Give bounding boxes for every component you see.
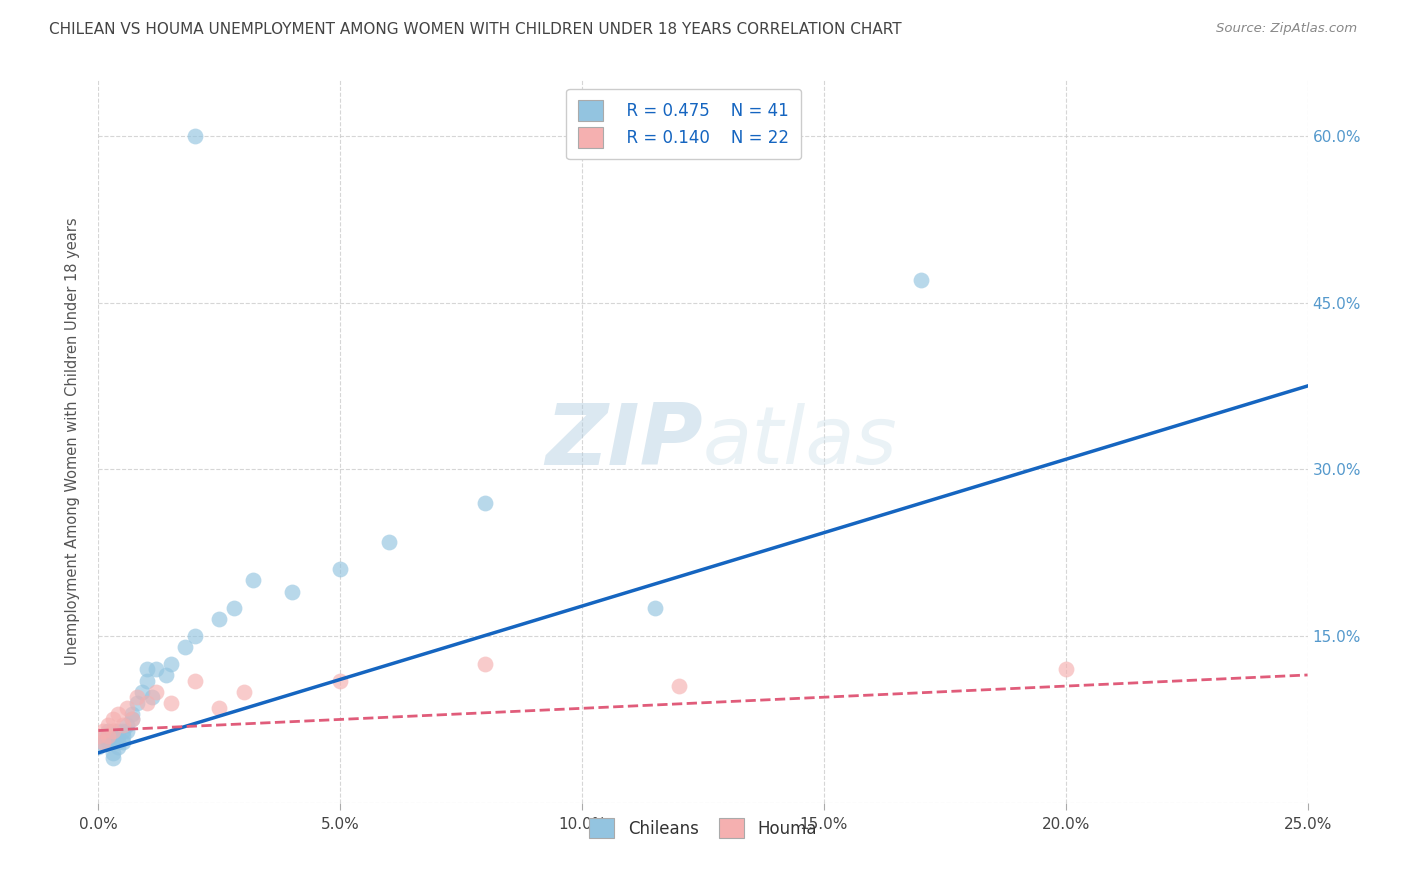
- Point: [232, 684, 254, 698]
- Point: [174, 640, 197, 655]
- Point: [910, 273, 932, 287]
- Point: [111, 723, 134, 738]
- Point: [145, 662, 167, 676]
- Point: [329, 673, 352, 688]
- Point: [97, 718, 120, 732]
- Point: [97, 734, 120, 748]
- Point: [111, 718, 134, 732]
- Point: [111, 729, 134, 743]
- Point: [91, 734, 114, 748]
- Point: [160, 696, 183, 710]
- Point: [107, 740, 129, 755]
- Point: [101, 729, 124, 743]
- Point: [97, 723, 120, 738]
- Point: [127, 696, 149, 710]
- Point: [97, 729, 120, 743]
- Point: [101, 723, 124, 738]
- Point: [141, 690, 163, 705]
- Point: [87, 740, 110, 755]
- Point: [101, 734, 124, 748]
- Point: [184, 128, 207, 143]
- Point: [101, 751, 124, 765]
- Point: [329, 562, 352, 576]
- Point: [1054, 662, 1077, 676]
- Point: [97, 729, 120, 743]
- Point: [184, 629, 207, 643]
- Point: [135, 662, 157, 676]
- Point: [160, 657, 183, 671]
- Point: [91, 723, 114, 738]
- Y-axis label: Unemployment Among Women with Children Under 18 years: Unemployment Among Women with Children U…: [65, 218, 80, 665]
- Point: [117, 723, 139, 738]
- Point: [87, 729, 110, 743]
- Point: [222, 601, 245, 615]
- Point: [145, 684, 167, 698]
- Point: [121, 713, 143, 727]
- Point: [377, 534, 399, 549]
- Point: [127, 690, 149, 705]
- Point: [242, 574, 264, 588]
- Text: atlas: atlas: [703, 402, 898, 481]
- Point: [184, 673, 207, 688]
- Point: [135, 696, 157, 710]
- Text: Source: ZipAtlas.com: Source: ZipAtlas.com: [1216, 22, 1357, 36]
- Point: [155, 668, 177, 682]
- Point: [474, 657, 496, 671]
- Point: [131, 684, 153, 698]
- Legend: Chileans, Houma: Chileans, Houma: [583, 812, 823, 845]
- Point: [644, 601, 666, 615]
- Point: [91, 734, 114, 748]
- Point: [117, 718, 139, 732]
- Point: [668, 679, 690, 693]
- Point: [117, 701, 139, 715]
- Point: [208, 612, 231, 626]
- Point: [101, 713, 124, 727]
- Point: [208, 701, 231, 715]
- Point: [121, 713, 143, 727]
- Point: [107, 729, 129, 743]
- Point: [111, 734, 134, 748]
- Text: CHILEAN VS HOUMA UNEMPLOYMENT AMONG WOMEN WITH CHILDREN UNDER 18 YEARS CORRELATI: CHILEAN VS HOUMA UNEMPLOYMENT AMONG WOME…: [49, 22, 901, 37]
- Point: [135, 673, 157, 688]
- Point: [107, 723, 129, 738]
- Point: [101, 746, 124, 760]
- Point: [121, 706, 143, 721]
- Point: [474, 496, 496, 510]
- Point: [107, 734, 129, 748]
- Point: [91, 729, 114, 743]
- Text: ZIP: ZIP: [546, 400, 703, 483]
- Point: [107, 706, 129, 721]
- Point: [281, 584, 304, 599]
